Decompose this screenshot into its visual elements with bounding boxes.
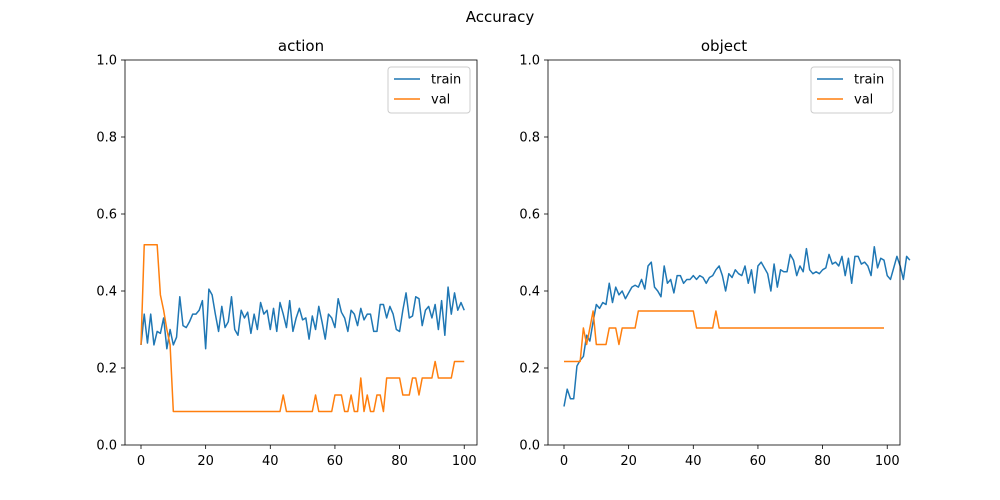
object-y-tick-label: 1.0 <box>519 54 540 69</box>
action-y-tick-label: 0.6 <box>96 208 117 223</box>
object-x-tick-label: 40 <box>685 454 702 469</box>
action-legend: train val <box>387 66 471 114</box>
action-legend-label-val: val <box>431 93 450 108</box>
action-series-group <box>140 244 465 413</box>
action-y-tick-label: 0.4 <box>96 285 117 300</box>
object-y-tick-label: 0.0 <box>519 439 540 454</box>
action-y-tick-label: 0.2 <box>96 362 117 377</box>
object-panel-title: object <box>701 37 747 55</box>
object-train-line <box>563 245 911 407</box>
action-train-line <box>140 286 465 350</box>
action-axes-frame <box>124 59 478 446</box>
object-x-tick-label: 80 <box>814 454 831 469</box>
object-y-tick-label: 0.8 <box>519 131 540 146</box>
figure-title: Accuracy <box>466 8 535 26</box>
object-y-tick-label: 0.4 <box>519 285 540 300</box>
action-y-tick-label: 0.8 <box>96 131 117 146</box>
object-y-tick-label: 0.6 <box>519 208 540 223</box>
object-legend-label-val: val <box>854 93 873 108</box>
action-val-line <box>140 244 465 413</box>
action-x-tick-label: 0 <box>137 454 145 469</box>
object-x-tick-label: 0 <box>560 454 568 469</box>
object-x-tick-label: 20 <box>620 454 637 469</box>
action-x-tick-label: 80 <box>391 454 408 469</box>
action-x-tick-label: 20 <box>197 454 214 469</box>
action-y-tick-label: 0.0 <box>96 439 117 454</box>
action-panel-title: action <box>278 37 324 55</box>
action-legend-label-train: train <box>431 73 461 88</box>
object-y-tick-label: 0.2 <box>519 362 540 377</box>
object-x-tick-label: 100 <box>875 454 900 469</box>
action-x-tick-label: 100 <box>452 454 477 469</box>
action-x-tick-label: 60 <box>327 454 344 469</box>
object-series-group <box>563 245 911 407</box>
object-legend: train val <box>810 66 894 114</box>
object-legend-label-train: train <box>854 73 884 88</box>
action-x-tick-label: 40 <box>262 454 279 469</box>
action-y-tick-label: 1.0 <box>96 54 117 69</box>
panel-object: object 0 20 40 60 80 100 0.0 0.2 0.4 0.6 0.8 1.0 trai… <box>519 37 911 469</box>
object-x-tick-label: 60 <box>750 454 767 469</box>
panel-action: action 0 20 40 60 80 100 0.0 0.2 0.4 0.6 0.8 1.0 trai… <box>96 37 478 469</box>
object-axes-frame <box>547 59 901 446</box>
object-val-line <box>564 310 884 363</box>
